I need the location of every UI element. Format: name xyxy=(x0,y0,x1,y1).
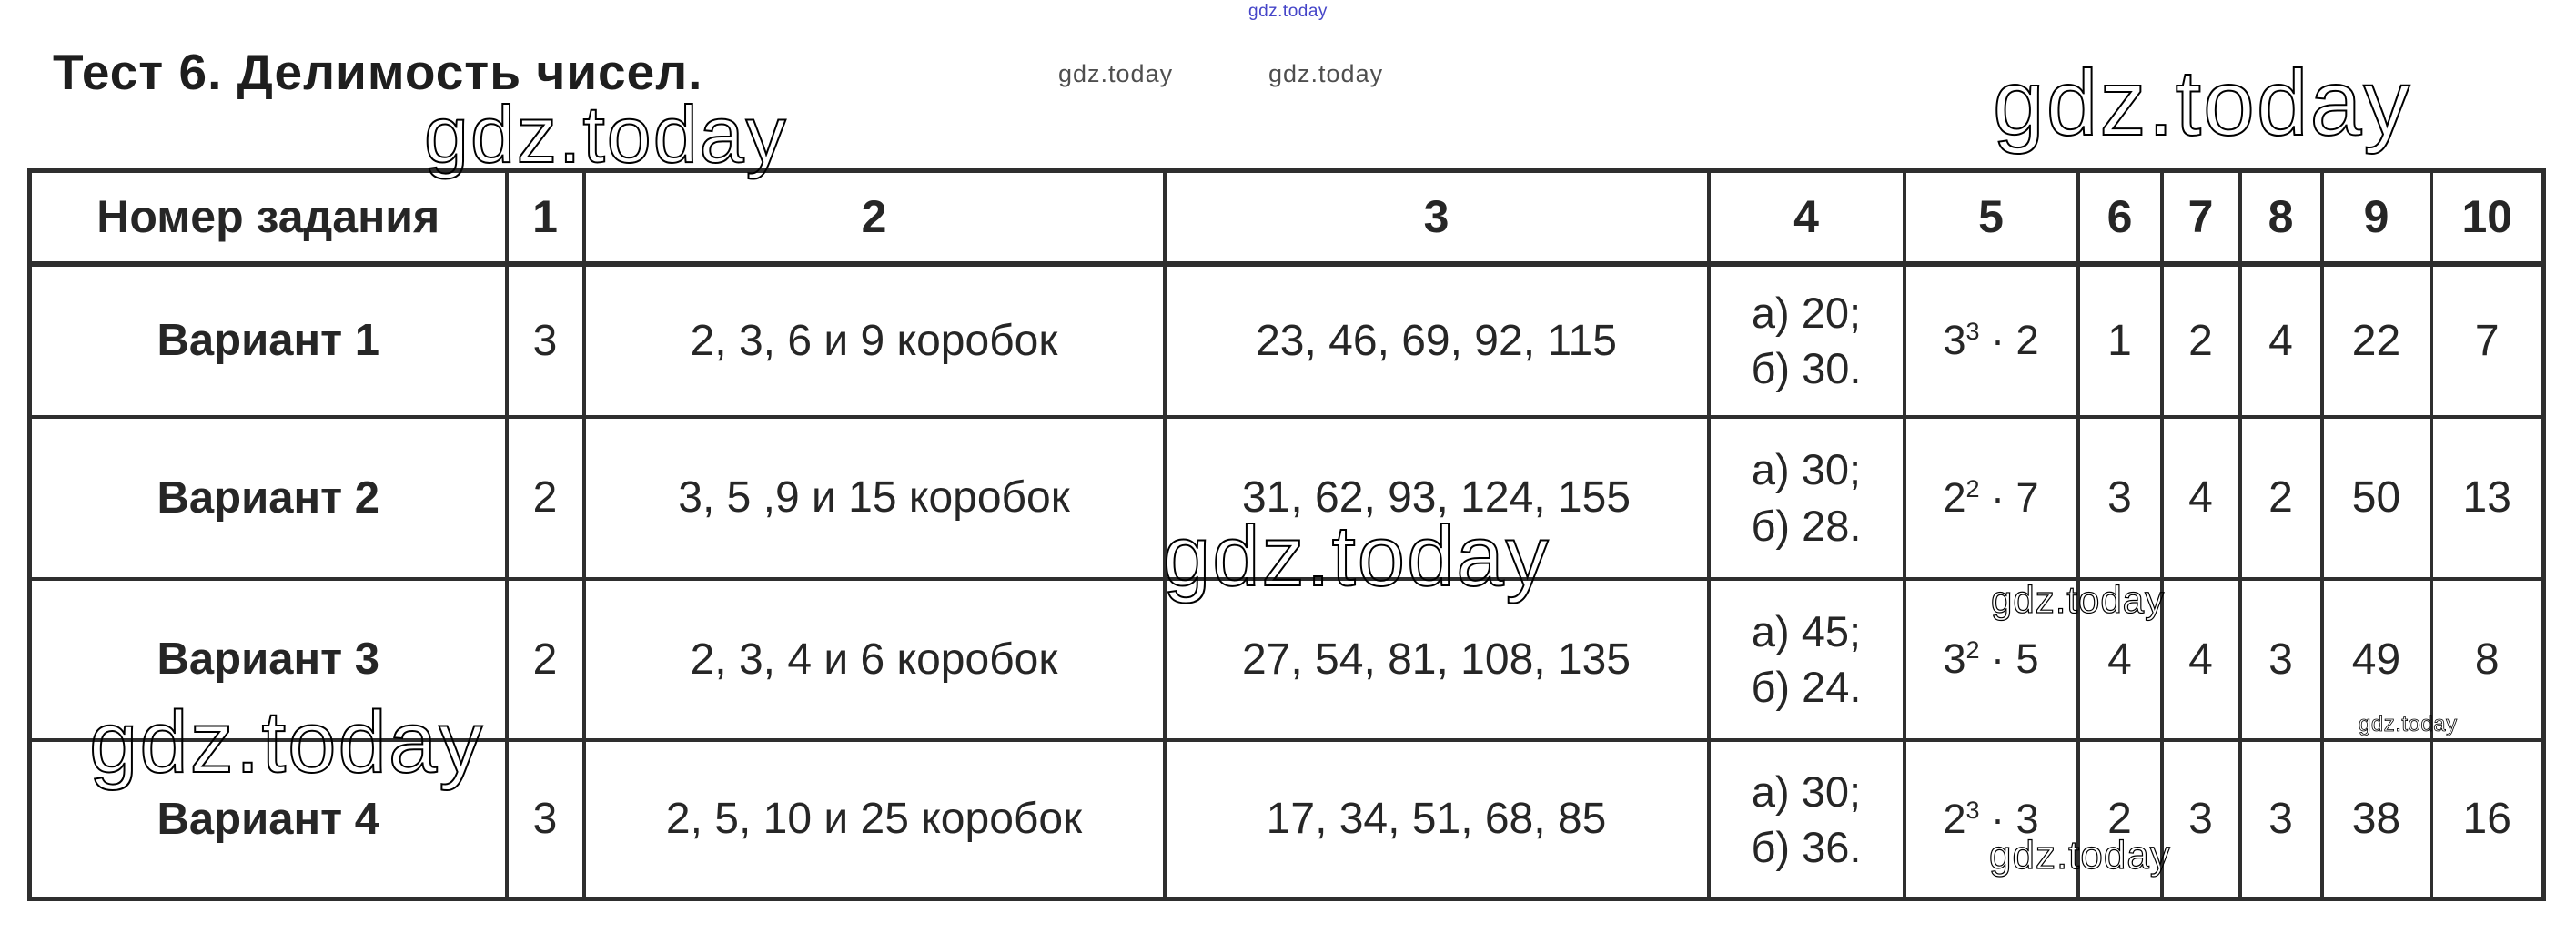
table-row-variant-1: Вариант 1 3 2, 3, 6 и 9 коробок 23, 46, … xyxy=(27,261,2546,419)
answer-cell: 27, 54, 81, 108, 135 xyxy=(1162,576,1711,742)
table-row-variant-2: Вариант 2 2 3, 5 ,9 и 15 коробок 31, 62,… xyxy=(27,414,2546,581)
power-factor: 3 xyxy=(2015,795,2039,842)
multiply-dot: · xyxy=(1991,635,2005,682)
answer-cell: 4 xyxy=(2159,414,2242,581)
header-col-1: 1 xyxy=(504,168,586,267)
answer-part-a: а) 30; xyxy=(1751,445,1862,494)
header-col-6: 6 xyxy=(2076,168,2164,267)
power-exponent: 3 xyxy=(1965,796,1980,824)
answer-cell-two-part: а) 30; б) 28. xyxy=(1706,414,1906,581)
header-col-10: 10 xyxy=(2429,168,2546,267)
answer-part-b: б) 24. xyxy=(1751,663,1862,711)
answer-part-a: а) 45; xyxy=(1751,606,1862,655)
header-row: Номер задания 1 2 3 4 5 6 7 8 9 10 xyxy=(27,168,2546,267)
multiply-dot: · xyxy=(1991,317,2005,363)
power-factor: 5 xyxy=(2015,635,2039,682)
header-col-4: 4 xyxy=(1706,168,1906,267)
power-exponent: 2 xyxy=(1965,474,1980,503)
power-factor: 2 xyxy=(2015,317,2039,363)
power-exponent: 3 xyxy=(1965,318,1980,345)
answer-cell: 2 xyxy=(2238,414,2324,581)
header-col-2: 2 xyxy=(581,168,1167,267)
power-base: 3 xyxy=(1943,635,1966,682)
answer-cell: 1 xyxy=(2076,261,2164,419)
answer-cell: 2, 3, 4 и 6 коробок xyxy=(581,576,1167,742)
watermark-top-gray-2: gdz.today xyxy=(1268,60,1384,87)
watermark-top-blue: gdz.today xyxy=(1248,2,1328,21)
answer-cell-two-part: а) 20; б) 30. xyxy=(1706,261,1906,419)
answer-cell: 2 xyxy=(504,576,586,742)
answer-part-b: б) 30. xyxy=(1751,344,1862,392)
answer-cell: 50 xyxy=(2319,414,2433,581)
answers-table: Номер задания 1 2 3 4 5 6 7 8 9 10 Вариа… xyxy=(27,168,2546,901)
answer-cell: 3 xyxy=(504,737,586,901)
multiply-dot: · xyxy=(1991,795,2005,842)
answer-cell: 3 xyxy=(2238,737,2324,901)
header-task-number: Номер задания xyxy=(27,168,509,267)
watermark-top-gray-1: gdz.today xyxy=(1058,60,1174,87)
header-col-8: 8 xyxy=(2238,168,2324,267)
power-base: 2 xyxy=(1943,795,1966,842)
answer-cell-power: 33 · 2 xyxy=(1902,261,2080,419)
watermark-top-right: gdz.today xyxy=(1992,51,2412,155)
table-row-variant-4: Вариант 4 3 2, 5, 10 и 25 коробок 17, 34… xyxy=(27,737,2546,901)
variant-label: Вариант 3 xyxy=(27,576,509,742)
header-col-7: 7 xyxy=(2159,168,2242,267)
answer-part-b: б) 28. xyxy=(1751,501,1862,550)
page-title: Тест 6. Делимость чисел. xyxy=(53,44,703,100)
answer-cell: 3, 5 ,9 и 15 коробок xyxy=(581,414,1167,581)
answer-cell: 17, 34, 51, 68, 85 xyxy=(1162,737,1711,901)
answer-cell: 3 xyxy=(2159,737,2242,901)
answer-cell: 2 xyxy=(2159,261,2242,419)
answer-cell: 2, 5, 10 и 25 коробок xyxy=(581,737,1167,901)
answer-cell: 2, 3, 6 и 9 коробок xyxy=(581,261,1167,419)
answer-cell: 8 xyxy=(2429,576,2546,742)
answer-cell-two-part: а) 30; б) 36. xyxy=(1706,737,1906,901)
variant-label: Вариант 2 xyxy=(27,414,509,581)
answer-cell-power: 32 · 5 xyxy=(1902,576,2080,742)
table-row-variant-3: Вариант 3 2 2, 3, 4 и 6 коробок 27, 54, … xyxy=(27,576,2546,742)
answer-cell-power: 22 · 7 xyxy=(1902,414,2080,581)
power-exponent: 2 xyxy=(1965,636,1980,664)
answer-part-a: а) 30; xyxy=(1751,766,1862,816)
answer-cell: 22 xyxy=(2319,261,2433,419)
answer-part-a: а) 20; xyxy=(1751,288,1862,337)
power-base: 2 xyxy=(1943,473,1966,521)
answer-cell: 13 xyxy=(2429,414,2546,581)
header-col-5: 5 xyxy=(1902,168,2080,267)
answer-cell-two-part: а) 45; б) 24. xyxy=(1706,576,1906,742)
answer-cell: 16 xyxy=(2429,737,2546,901)
answer-cell: 3 xyxy=(504,261,586,419)
answer-cell: 31, 62, 93, 124, 155 xyxy=(1162,414,1711,581)
answer-cell: 23, 46, 69, 92, 115 xyxy=(1162,261,1711,419)
header-col-9: 9 xyxy=(2319,168,2433,267)
answer-cell: 7 xyxy=(2429,261,2546,419)
answer-cell: 3 xyxy=(2076,414,2164,581)
answer-cell: 4 xyxy=(2159,576,2242,742)
answer-cell: 2 xyxy=(2076,737,2164,901)
answer-cell: 2 xyxy=(504,414,586,581)
answer-cell: 4 xyxy=(2076,576,2164,742)
answer-cell-power: 23 · 3 xyxy=(1902,737,2080,901)
answer-part-b: б) 36. xyxy=(1751,822,1862,871)
header-col-3: 3 xyxy=(1162,168,1711,267)
answer-cell: 38 xyxy=(2319,737,2433,901)
answer-cell: 49 xyxy=(2319,576,2433,742)
variant-label: Вариант 4 xyxy=(27,737,509,901)
variant-label: Вариант 1 xyxy=(27,261,509,419)
watermark-under-title: gdz.today xyxy=(423,89,788,179)
power-factor: 7 xyxy=(2015,473,2039,521)
multiply-dot: · xyxy=(1991,473,2005,521)
answer-cell: 4 xyxy=(2238,261,2324,419)
answer-cell: 3 xyxy=(2238,576,2324,742)
power-base: 3 xyxy=(1943,317,1966,363)
